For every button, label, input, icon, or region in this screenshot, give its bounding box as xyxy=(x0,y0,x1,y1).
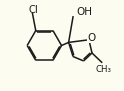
Text: CH₃: CH₃ xyxy=(96,65,112,74)
Text: O: O xyxy=(88,33,96,43)
Text: OH: OH xyxy=(77,7,93,17)
Text: Cl: Cl xyxy=(28,5,38,15)
